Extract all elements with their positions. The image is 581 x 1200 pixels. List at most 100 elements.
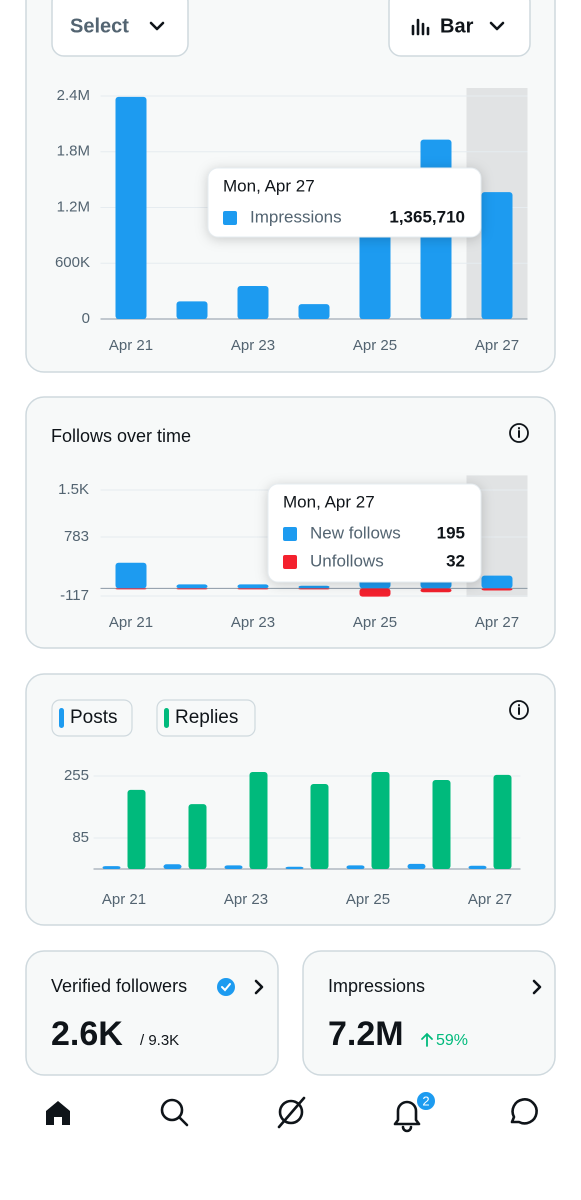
chart-type-button[interactable]: [388, 0, 531, 57]
bar: [298, 304, 330, 319]
bar: [371, 772, 390, 869]
bar: [115, 588, 147, 590]
card-label: Impressions: [328, 976, 425, 996]
verified-card[interactable]: [25, 950, 279, 1076]
bar: [493, 774, 512, 869]
chevron: [149, 21, 165, 31]
bar: [310, 784, 329, 869]
y-tick-label: 1.8M: [57, 143, 90, 160]
x-tick-label: Apr 27: [468, 891, 512, 908]
legend-label: Replies: [175, 707, 238, 728]
legend-chip[interactable]: [51, 699, 133, 737]
bar: [163, 864, 182, 869]
bar: [115, 96, 147, 319]
tooltip: [207, 167, 482, 238]
x-tick-label: Apr 23: [224, 891, 268, 908]
y-tick-label: 600K: [55, 254, 90, 271]
y-tick-label: 783: [64, 528, 89, 545]
bar: [224, 865, 243, 869]
y-tick-label: 0: [82, 310, 90, 327]
tooltip-swatch: [223, 211, 237, 225]
y-tick-label: 2.4M: [57, 87, 90, 104]
bar: [237, 286, 269, 319]
tooltip-series: Impressions: [250, 207, 342, 226]
select-button[interactable]: [51, 0, 189, 57]
bar: [176, 588, 208, 590]
chart-title: Follows over time: [51, 426, 191, 446]
bar: [237, 584, 269, 589]
chart-type-label: Bar: [440, 15, 474, 37]
bar: [298, 585, 330, 589]
x-tick-label: Apr 21: [109, 614, 153, 631]
bar: [237, 588, 269, 590]
badge-count: 2: [422, 1093, 429, 1108]
badge: [415, 1090, 437, 1112]
grok-icon[interactable]: [277, 1096, 306, 1129]
notifications-icon[interactable]: [393, 1100, 421, 1133]
home-icon[interactable]: [46, 1101, 70, 1125]
y-tick-label: 85: [72, 829, 89, 846]
card-value: 7.2M: [328, 1015, 404, 1053]
posts-card: [25, 673, 556, 926]
card-change: 59%: [436, 1032, 468, 1049]
search-icon[interactable]: [160, 1098, 189, 1127]
chevron: [254, 979, 264, 995]
tooltip-title: Mon, Apr 27: [283, 492, 375, 511]
bar: [359, 588, 391, 597]
bar: [249, 772, 268, 869]
y-tick-label: 255: [64, 767, 89, 784]
up-arrow: [421, 1032, 433, 1047]
card-value: 2.6K: [51, 1015, 123, 1053]
bar: [285, 866, 304, 869]
x-tick-label: Apr 23: [231, 614, 275, 631]
bar: [481, 575, 513, 589]
bar: [468, 865, 487, 869]
bar: [127, 789, 146, 869]
verified-badge: [217, 978, 235, 996]
bar: [176, 584, 208, 589]
tooltip-value: 195: [437, 523, 465, 542]
x-tick-label: Apr 21: [102, 891, 146, 908]
x-tick-label: Apr 25: [353, 614, 397, 631]
bar: [420, 588, 452, 593]
tooltip-value: 1,365,710: [389, 207, 465, 226]
bar: [432, 780, 451, 869]
bar: [407, 863, 426, 869]
bar: [298, 588, 330, 590]
x-tick-label: Apr 25: [353, 337, 397, 354]
bar: [188, 804, 207, 869]
x-tick-label: Apr 23: [231, 337, 275, 354]
x-tick-label: Apr 27: [475, 614, 519, 631]
chevron: [489, 21, 505, 31]
y-tick-label: 1.5K: [58, 481, 89, 498]
legend-label: Posts: [70, 707, 118, 728]
tooltip-swatch: [283, 555, 297, 569]
bar: [359, 226, 391, 319]
bar: [481, 588, 513, 591]
card-total: / 9.3K: [140, 1032, 179, 1049]
bar: [346, 865, 365, 869]
bar: [115, 562, 147, 589]
info-icon[interactable]: [509, 700, 529, 720]
messages-icon[interactable]: [510, 1098, 538, 1125]
tooltip-title: Mon, Apr 27: [223, 176, 315, 195]
bar: [102, 866, 121, 869]
x-tick-label: Apr 25: [346, 891, 390, 908]
impressions-summary-card[interactable]: [302, 950, 556, 1076]
tooltip-series: New follows: [310, 523, 401, 542]
card-label: Verified followers: [51, 976, 187, 996]
select-label: Select: [70, 15, 129, 37]
x-tick-label: Apr 27: [475, 337, 519, 354]
x-tick-label: Apr 21: [109, 337, 153, 354]
tooltip-value: 32: [446, 551, 465, 570]
tooltip-swatch: [283, 527, 297, 541]
y-tick-label: 1.2M: [57, 198, 90, 215]
bar: [176, 301, 208, 319]
legend-swatch: [59, 708, 64, 728]
bar: [481, 192, 513, 319]
legend-chip[interactable]: [156, 699, 256, 737]
info-icon[interactable]: [509, 423, 529, 443]
y-tick-label: -117: [60, 587, 89, 604]
tooltip-series: Unfollows: [310, 551, 384, 570]
